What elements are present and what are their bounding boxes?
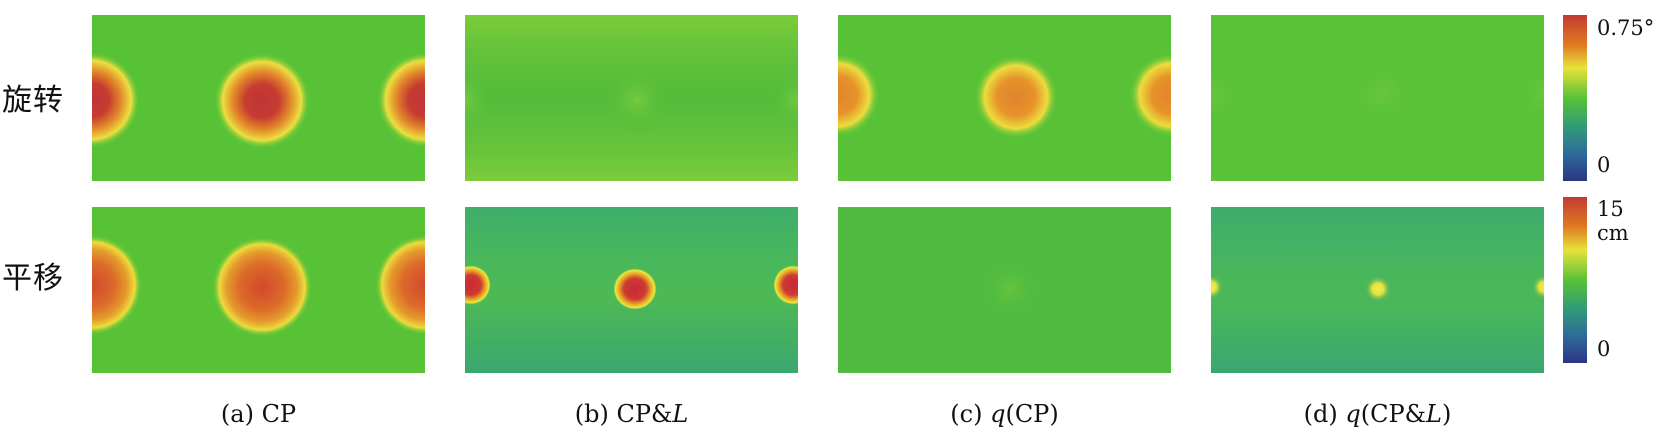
panel-rotation-q-cp bbox=[838, 15, 1171, 181]
colorbar-rotation bbox=[1563, 15, 1587, 181]
caption-b: (b) CP&L bbox=[574, 400, 689, 428]
panel-rotation-cp bbox=[92, 15, 425, 181]
panel-rotation-q-cp-l bbox=[1211, 15, 1544, 181]
panel-translation-cp bbox=[92, 207, 425, 373]
panel-rotation-cp-l bbox=[465, 15, 798, 181]
colorbar-translation-min: 0 bbox=[1597, 337, 1611, 361]
colorbar-rotation-min: 0 bbox=[1597, 153, 1611, 177]
panel-translation-q-cp bbox=[838, 207, 1171, 373]
panel-translation-q-cp-l bbox=[1211, 207, 1544, 373]
colorbar-rotation-max: 0.75° bbox=[1597, 16, 1655, 40]
panel-translation-cp-l bbox=[465, 207, 798, 373]
caption-c: (c) q(CP) bbox=[950, 400, 1059, 428]
row-label-translation: 平移 bbox=[2, 261, 64, 296]
colorbar-translation bbox=[1563, 197, 1587, 363]
caption-a: (a) CP bbox=[220, 400, 297, 428]
row-label-rotation: 旋转 bbox=[2, 83, 64, 118]
caption-d: (d) q(CP&L) bbox=[1303, 400, 1452, 428]
colorbar-translation-max: 15 cm bbox=[1597, 197, 1629, 245]
